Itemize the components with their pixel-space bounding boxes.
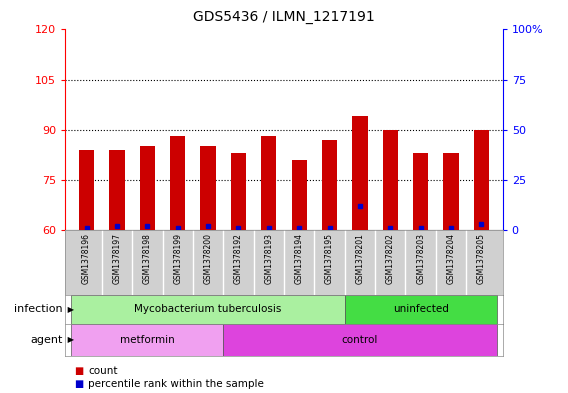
Bar (322, 140, 337, 230)
Text: GSM1378196: GSM1378196 (82, 233, 91, 284)
Bar (72, 295, 345, 324)
Bar (352, 116, 367, 230)
Text: GSM1378198: GSM1378198 (143, 233, 152, 284)
Text: GSM1378197: GSM1378197 (112, 233, 122, 284)
Text: GSM1378199: GSM1378199 (173, 233, 182, 284)
Bar (383, 130, 398, 230)
Text: Mycobacterium tuberculosis: Mycobacterium tuberculosis (135, 305, 282, 314)
Text: ▶: ▶ (65, 336, 74, 344)
Bar (110, 150, 124, 230)
Bar (345, 295, 496, 324)
Text: GSM1378202: GSM1378202 (386, 233, 395, 284)
Text: GDS5436 / ILMN_1217191: GDS5436 / ILMN_1217191 (193, 10, 375, 24)
Bar (474, 130, 489, 230)
Text: GSM1378192: GSM1378192 (234, 233, 243, 284)
Text: GSM1378193: GSM1378193 (264, 233, 273, 284)
Text: infection: infection (14, 305, 62, 314)
Text: ■: ■ (74, 366, 83, 376)
Text: ▶: ▶ (65, 305, 74, 314)
Bar (261, 136, 277, 230)
Text: GSM1378205: GSM1378205 (477, 233, 486, 284)
Bar (231, 153, 246, 230)
Text: agent: agent (30, 335, 62, 345)
Text: metformin: metformin (120, 335, 175, 345)
Text: GSM1378200: GSM1378200 (203, 233, 212, 284)
Text: GSM1378203: GSM1378203 (416, 233, 425, 284)
Text: count: count (88, 366, 118, 376)
Text: uninfected: uninfected (392, 305, 449, 314)
Text: control: control (342, 335, 378, 345)
Bar (170, 136, 185, 230)
Bar (444, 153, 458, 230)
Bar (413, 153, 428, 230)
Bar (291, 160, 307, 230)
Text: GSM1378204: GSM1378204 (446, 233, 456, 284)
Text: percentile rank within the sample: percentile rank within the sample (88, 379, 264, 389)
Bar (140, 146, 155, 230)
Bar (79, 150, 94, 230)
Text: GSM1378194: GSM1378194 (295, 233, 304, 284)
Text: GSM1378195: GSM1378195 (325, 233, 334, 284)
Bar (223, 324, 496, 356)
Bar (72, 324, 223, 356)
Text: ■: ■ (74, 379, 83, 389)
Bar (201, 146, 216, 230)
Text: GSM1378201: GSM1378201 (356, 233, 365, 284)
